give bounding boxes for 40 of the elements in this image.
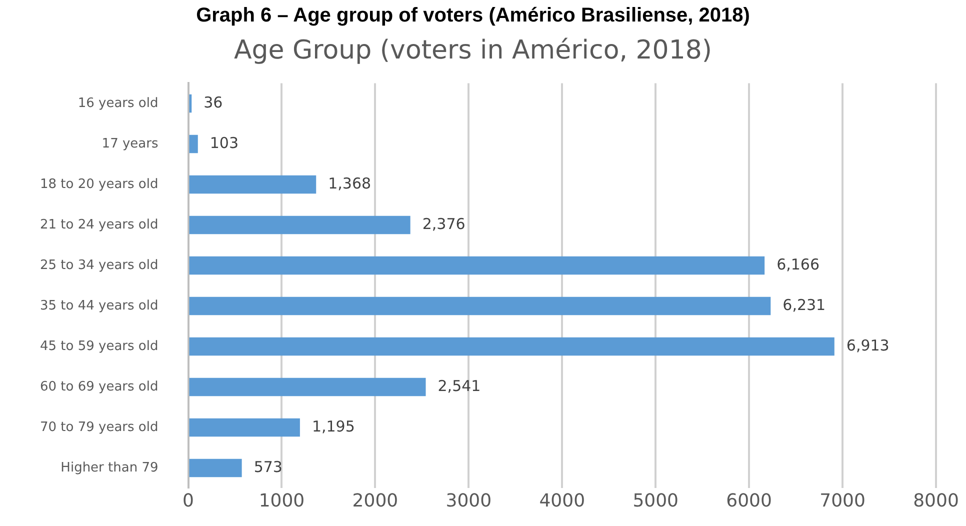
bar (189, 256, 765, 275)
y-tick-label: 17 years (102, 136, 158, 152)
bar (189, 296, 771, 316)
data-label: 573 (254, 458, 282, 476)
x-tick-label: 7000 (820, 490, 866, 512)
bar (189, 378, 426, 396)
y-tick-label: 21 to 24 years old (40, 217, 158, 232)
data-label: 6,166 (776, 255, 820, 274)
bar (189, 216, 410, 234)
y-tick-label: 16 years old (78, 96, 158, 111)
y-tick-label: 70 to 79 years old (40, 420, 158, 435)
x-tick-label: 1000 (258, 490, 305, 512)
y-tick-label: 18 to 20 years old (40, 176, 158, 192)
bar (189, 134, 198, 154)
x-tick-label: 6000 (726, 490, 772, 512)
x-tick-label: 5000 (632, 490, 679, 512)
x-tick-label: 8000 (913, 490, 959, 512)
y-tick-label: 45 to 59 years old (40, 338, 158, 354)
data-label: 103 (210, 134, 239, 152)
data-label: 1,195 (312, 417, 355, 436)
chart-title: Graph 6 – Age group of voters (Américo Brasiliense, 2018) (196, 4, 750, 27)
bar (189, 418, 300, 437)
data-label: 36 (204, 93, 223, 112)
data-label: 1,368 (328, 174, 372, 192)
bar (189, 458, 242, 478)
x-tick-label: 0 (182, 490, 194, 512)
bar (189, 175, 316, 194)
y-tick-label: Higher than 79 (60, 460, 158, 476)
x-tick-label: 4000 (539, 490, 586, 512)
chart-subtitle: Age Group (voters in Américo, 2018) (234, 35, 712, 66)
y-tick-label: 25 to 34 years old (40, 258, 158, 273)
x-tick-label: 2000 (352, 490, 398, 512)
data-label: 6,913 (846, 336, 890, 354)
y-tick-label: 60 to 69 years old (40, 379, 158, 394)
bar (189, 337, 834, 356)
data-label: 2,541 (438, 376, 481, 395)
data-label: 6,231 (782, 296, 826, 314)
y-tick-label: 35 to 44 years old (40, 298, 158, 314)
data-label: 2,376 (422, 214, 466, 233)
x-tick-label: 3000 (446, 490, 492, 512)
